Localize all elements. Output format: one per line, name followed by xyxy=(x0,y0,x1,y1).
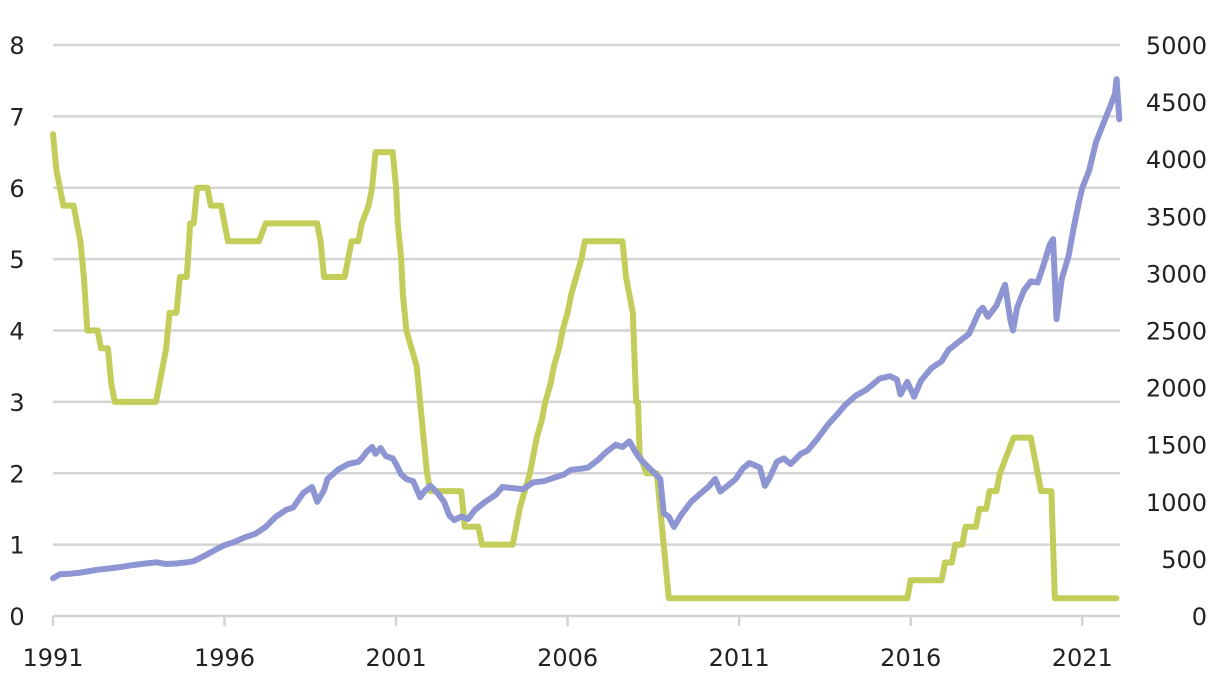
right-tick-label-3000: 3000 xyxy=(1146,260,1207,288)
left-tick-label-7: 7 xyxy=(9,103,24,131)
x-tick-label-2016: 2016 xyxy=(880,644,941,672)
left-tick-label-5: 5 xyxy=(9,246,24,274)
x-tick-label-2006: 2006 xyxy=(537,644,598,672)
right-tick-label-4500: 4500 xyxy=(1146,89,1207,117)
x-tick-label-1996: 1996 xyxy=(194,644,255,672)
left-y-axis-ticks: 0 1 2 3 4 5 6 7 8 xyxy=(9,32,24,631)
left-tick-label-3: 3 xyxy=(9,389,24,417)
x-axis-ticks: 1991 1996 2001 2006 2011 2016 2021 xyxy=(22,644,1112,672)
left-tick-label-0: 0 xyxy=(9,603,24,631)
right-tick-label-3500: 3500 xyxy=(1146,203,1207,231)
axes xyxy=(51,614,1120,626)
right-tick-label-5000: 5000 xyxy=(1146,32,1207,60)
x-tick-label-2021: 2021 xyxy=(1052,644,1113,672)
left-tick-label-1: 1 xyxy=(9,532,24,560)
right-tick-label-4000: 4000 xyxy=(1146,146,1207,174)
x-tick-label-2001: 2001 xyxy=(366,644,427,672)
gridlines xyxy=(53,43,1120,546)
right-tick-label-1000: 1000 xyxy=(1146,489,1207,517)
left-tick-label-6: 6 xyxy=(9,175,24,203)
series-line-right-axis xyxy=(50,76,1123,582)
x-tick-label-2011: 2011 xyxy=(709,644,770,672)
left-tick-label-2: 2 xyxy=(9,460,24,488)
left-tick-label-8: 8 xyxy=(9,32,24,60)
right-tick-label-2000: 2000 xyxy=(1146,375,1207,403)
right-tick-label-1500: 1500 xyxy=(1146,432,1207,460)
left-tick-label-4: 4 xyxy=(9,318,24,346)
right-y-axis-ticks: 0 500 1000 1500 2000 2500 3000 3500 4000 4500 5000 xyxy=(1146,32,1207,631)
series-lines xyxy=(50,76,1123,602)
right-tick-label-500: 500 xyxy=(1161,546,1207,574)
right-tick-label-2500: 2500 xyxy=(1146,318,1207,346)
right-tick-label-0: 0 xyxy=(1192,603,1207,631)
x-tick-label-1991: 1991 xyxy=(22,644,83,672)
series-line-left-axis xyxy=(50,131,1120,602)
